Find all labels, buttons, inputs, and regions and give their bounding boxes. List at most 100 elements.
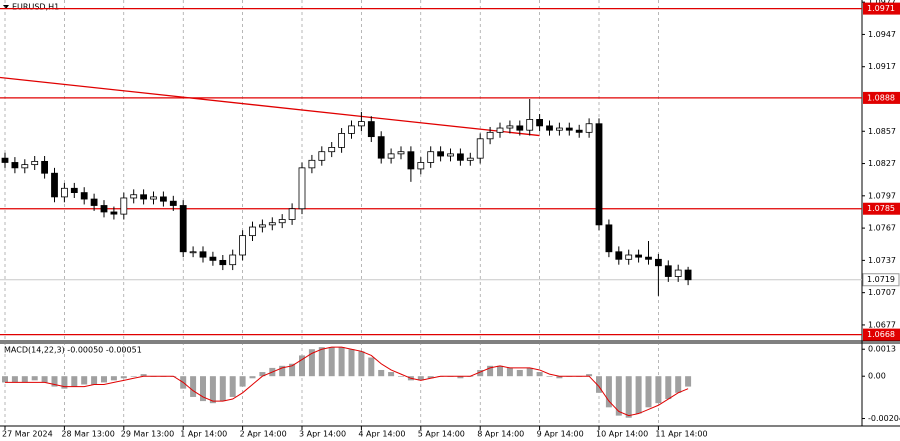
candle-body (159, 196, 167, 202)
macd-bar (516, 369, 523, 377)
macd-bar (546, 376, 553, 377)
x-tick-label: 2 Apr 14:00 (240, 430, 287, 439)
x-tick-label: 27 Mar 2024 (2, 430, 53, 439)
candle-body (90, 198, 98, 206)
macd-bar (31, 376, 38, 381)
macd-bar (526, 367, 533, 377)
macd-bar (41, 376, 48, 383)
x-tick-label: 11 Apr 14:00 (655, 430, 707, 439)
candle-body (496, 127, 504, 133)
level-label: 1.0888 (867, 93, 895, 102)
candle-body (51, 172, 58, 198)
macd-bar (61, 376, 68, 389)
macd-bar (338, 347, 345, 377)
macd-bar (229, 376, 236, 397)
macd-bar (308, 349, 315, 377)
level-box (863, 2, 900, 15)
macd-bar (2, 376, 8, 383)
macd-bar (685, 376, 692, 387)
candle-body (526, 119, 534, 131)
macd-bar (586, 374, 593, 377)
macd-bar (427, 376, 434, 379)
macd-bar (279, 365, 286, 377)
candle-body (595, 123, 603, 226)
candle-body (556, 127, 563, 131)
candle-body (308, 159, 316, 169)
y-tick-label: 1.0917 (868, 62, 896, 71)
x-tick-label: 29 Mar 13:00 (121, 430, 174, 439)
candle-body (655, 258, 662, 267)
macd-bar (91, 376, 98, 385)
level-box (863, 328, 900, 341)
macd-bar (388, 372, 395, 377)
macd-bar (71, 376, 78, 387)
candle-body (338, 133, 346, 148)
macd-bar (675, 376, 682, 393)
y-tick-label: 1.0947 (868, 30, 896, 39)
candle-body (199, 251, 207, 258)
candle-body (70, 187, 78, 193)
macd-bar (51, 376, 58, 387)
candle-body (169, 200, 177, 206)
candle-body (120, 197, 128, 215)
macd-bar (289, 363, 296, 377)
candle-body (466, 157, 474, 161)
candle-body (486, 131, 494, 140)
macd-bar (665, 376, 672, 400)
macd-bar (120, 376, 127, 379)
macd-bar (536, 372, 543, 377)
candle-body (417, 162, 425, 170)
macd-bar (615, 376, 622, 416)
candle-body (258, 224, 266, 228)
candle-body (377, 136, 385, 159)
x-tick-label: 28 Mar 13:00 (61, 430, 114, 439)
macd-bar (249, 376, 256, 379)
macd-bar (81, 376, 88, 385)
candle-body (664, 265, 672, 277)
level-label: 1.0668 (867, 330, 895, 339)
candle-body (575, 129, 583, 133)
candle-body (21, 164, 29, 169)
candle-body (41, 160, 48, 174)
level-label: 1.0785 (867, 204, 895, 213)
candle-body (298, 167, 306, 210)
candle-body (11, 162, 19, 169)
macd-bar (655, 376, 662, 404)
x-tick-label: 4 Apr 14:00 (358, 430, 405, 439)
menu-arrow[interactable] (3, 5, 9, 9)
macd-bar (200, 376, 206, 402)
candle-body (179, 205, 187, 253)
macd-bar (596, 376, 602, 393)
x-tick-label: 10 Apr 14:00 (596, 430, 648, 439)
x-tick-label: 5 Apr 14:00 (418, 430, 465, 439)
y-tick-label: 1.0767 (868, 224, 896, 233)
macd-bar (398, 376, 404, 377)
y-tick-label: 1.0677 (868, 320, 896, 329)
candle-body (268, 222, 276, 226)
candle-body (506, 125, 514, 129)
macd-bar (358, 351, 365, 377)
candle-body (348, 125, 355, 134)
macd-bar (635, 376, 642, 414)
macd-bar (328, 347, 335, 377)
macd-bar (110, 376, 117, 381)
y-tick-label: 0.0013 (868, 345, 896, 354)
macd-bar (645, 376, 652, 408)
candle-body (229, 254, 237, 266)
y-tick-label: 1.0827 (868, 159, 896, 168)
macd-bar (209, 376, 216, 404)
current-price-box (862, 273, 900, 287)
macd-bar (378, 369, 385, 377)
y-tick-label: 1.0857 (868, 127, 896, 136)
macd-bar (605, 376, 612, 408)
y-tick-label: 0.00 (868, 372, 886, 381)
candle-body (684, 269, 692, 281)
candle-body (476, 138, 484, 159)
candle-body (516, 125, 524, 131)
macd-bar (457, 376, 464, 379)
macd-bar (477, 369, 484, 377)
indicator-title: MACD(14,22,3) -0.00050 -0.00051 (4, 346, 142, 355)
current-price-label: 1.0719 (867, 275, 895, 284)
candle-body (605, 224, 613, 253)
macd-bar (497, 365, 503, 377)
